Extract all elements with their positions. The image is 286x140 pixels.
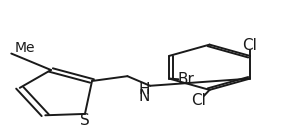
Text: N: N	[138, 89, 150, 104]
Text: S: S	[80, 113, 90, 128]
Text: Br: Br	[178, 72, 194, 88]
Text: H: H	[138, 82, 150, 97]
Text: Me: Me	[14, 41, 35, 55]
Text: Cl: Cl	[191, 93, 206, 108]
Text: Cl: Cl	[243, 38, 257, 53]
